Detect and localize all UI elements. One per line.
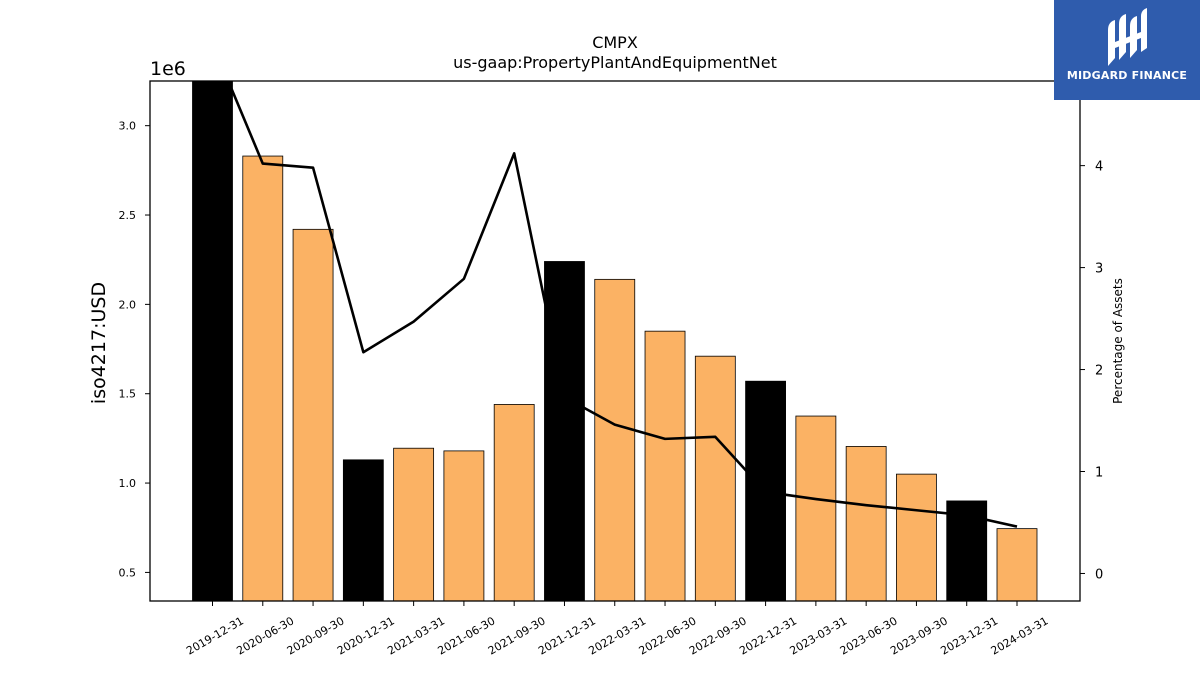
y2-tick-label: 0 bbox=[1095, 567, 1103, 582]
bar-2021-09-30 bbox=[493, 404, 535, 602]
bar-2023-03-31 bbox=[795, 415, 837, 602]
bar-2022-06-30 bbox=[644, 330, 686, 602]
y-tick-label: 2.0 bbox=[119, 298, 137, 311]
y-tick-label: 1.0 bbox=[119, 477, 137, 490]
bars-group bbox=[192, 80, 1038, 602]
bar-2019-12-31 bbox=[192, 80, 233, 602]
chart-subtitle: us-gaap:PropertyPlantAndEquipmentNet bbox=[453, 53, 777, 72]
line-group bbox=[226, 81, 1018, 528]
y2-tick-label: 4 bbox=[1095, 160, 1103, 175]
percentage-line bbox=[226, 81, 1018, 528]
bar-2020-06-30 bbox=[242, 155, 284, 602]
y2-tick-label: 2 bbox=[1095, 364, 1103, 379]
y2-axis-label: Percentage of Assets bbox=[1111, 278, 1125, 404]
bar-2023-09-30 bbox=[896, 473, 937, 602]
logo-text: MIDGARD FINANCE bbox=[1066, 69, 1188, 82]
y-tick-label: 0.5 bbox=[119, 566, 137, 579]
bar-2023-06-30 bbox=[845, 446, 887, 602]
y-axis-label: iso4217:USD bbox=[88, 282, 110, 404]
chart-title: CMPX bbox=[592, 33, 638, 52]
bar-2022-09-30 bbox=[694, 355, 736, 602]
bar-2021-03-31 bbox=[393, 447, 435, 602]
x-ticks-group: 2019-12-312020-06-302020-09-302020-12-31… bbox=[184, 601, 1051, 658]
bar-2022-03-31 bbox=[594, 278, 636, 602]
bar-2020-12-31 bbox=[342, 459, 384, 602]
y2-tick-label: 3 bbox=[1095, 262, 1103, 277]
y-offset-label: 1e6 bbox=[150, 58, 186, 80]
y2-tick-label: 1 bbox=[1095, 466, 1103, 481]
bar-2021-06-30 bbox=[443, 450, 485, 602]
y-tick-label: 1.5 bbox=[119, 388, 137, 401]
y-tick-label: 2.5 bbox=[119, 209, 137, 222]
plot-frame bbox=[149, 80, 1081, 602]
x-tick-label: 2024-03-31 bbox=[989, 614, 1051, 657]
bar-2021-12-31 bbox=[544, 261, 585, 602]
bar-2024-03-31 bbox=[996, 528, 1038, 602]
midgard-logo-icon bbox=[1108, 8, 1147, 66]
midgard-logo: MIDGARD FINANCE bbox=[1054, 0, 1200, 100]
y-ticks-group: 0.5 1.0 1.5 2.0 2.5 3.0 bbox=[119, 120, 150, 579]
y2-ticks-group: 0 1 2 3 4 bbox=[1080, 160, 1103, 582]
y-tick-label: 3.0 bbox=[119, 120, 137, 133]
bar-2020-09-30 bbox=[292, 228, 334, 602]
